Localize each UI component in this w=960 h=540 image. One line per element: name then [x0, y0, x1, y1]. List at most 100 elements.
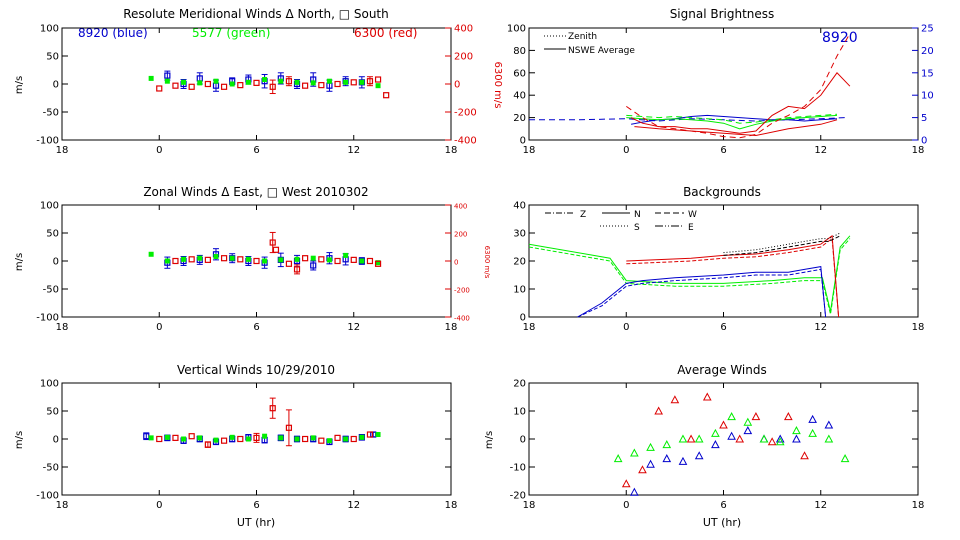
zonal-point-red — [188, 256, 195, 263]
merid-point-red — [302, 82, 309, 89]
avg-point-blue — [808, 414, 817, 423]
signal-ytick-label: 0 — [520, 136, 526, 147]
vert-point-red — [156, 435, 163, 443]
vert-point-red — [334, 434, 341, 441]
avg-point-red — [621, 479, 631, 488]
zonal-point-blue — [310, 262, 317, 269]
avg-plot — [613, 392, 850, 496]
vert-point-green — [197, 435, 203, 441]
vert-plot — [143, 397, 381, 448]
vert-xtick-label: 18 — [445, 500, 458, 511]
merid-ytick-label: -100 — [36, 136, 59, 147]
avg-xlabel: UT (hr) — [703, 516, 741, 529]
avg-ytick-label: 20 — [513, 379, 526, 390]
vert-xtick-label: 6 — [253, 500, 259, 511]
merid-point-blue — [164, 72, 171, 79]
avg-ytick-label: 10 — [513, 407, 526, 418]
merid-title: Resolute Meridional Winds Δ North, □ Sou… — [123, 7, 389, 21]
merid-legend-blue: 8920 (blue) — [78, 26, 148, 40]
avg-point-green — [743, 417, 753, 426]
zonal-ytick-label: -50 — [43, 285, 59, 296]
zonal-point-green — [278, 257, 284, 263]
avg-point-red — [702, 392, 712, 401]
bkg-series-black-zenith — [723, 232, 841, 254]
signal-ytick-label: 60 — [513, 68, 526, 79]
avg-point-red — [751, 412, 761, 421]
merid-point-red — [204, 80, 211, 88]
merid-point-red — [366, 78, 374, 85]
zonal-xtick-label: 18 — [56, 322, 69, 333]
merid-y2tick-label: -200 — [454, 108, 477, 119]
bkg-ytick-label: 40 — [513, 201, 526, 212]
zonal-point-green — [181, 256, 187, 262]
vert-point-green — [375, 432, 381, 438]
avg-point-red — [735, 434, 745, 443]
merid-point-red — [383, 92, 390, 99]
merid-point-red — [334, 80, 341, 88]
bkg-title: Backgrounds — [683, 185, 761, 199]
merid-point-green — [310, 80, 316, 86]
zonal-point-red — [269, 239, 276, 246]
merid-point-red — [269, 83, 276, 90]
avg-point-green — [646, 442, 655, 451]
vert-point-green — [359, 434, 365, 440]
signal-xtick-label: 0 — [623, 145, 629, 156]
vert-point-green — [229, 434, 235, 440]
bkg-xtick-label: 6 — [720, 322, 726, 333]
avg-point-green — [678, 434, 688, 443]
vert-point-red — [172, 434, 179, 441]
avg-axes: 18 0 6 12 18 20 10 0 -10 -20 — [510, 379, 925, 512]
avg-xtick-label: 12 — [814, 500, 827, 511]
bkg-legend-w: W — [688, 210, 697, 220]
avg-point-red — [638, 465, 647, 474]
vert-point-green — [278, 435, 284, 441]
signal-series-green-avg — [626, 114, 838, 130]
bkg-xtick-label: 0 — [623, 322, 629, 333]
merid-legend-green: 5577 (green) — [192, 26, 270, 40]
zonal-point-red — [366, 257, 374, 265]
zonal-point-green — [375, 260, 381, 266]
signal-ytick-label: 40 — [513, 91, 526, 102]
signal-legend-zenith: Zenith — [568, 32, 597, 42]
zonal-y2tick-label: -400 — [454, 315, 470, 323]
avg-point-green — [694, 434, 704, 443]
bkg-series-shadow — [626, 237, 840, 318]
zonal-point-red — [318, 256, 325, 263]
merid-ylabel: m/s — [14, 76, 25, 94]
avg-point-blue — [727, 431, 736, 440]
bkg-legend-s: S — [634, 223, 640, 233]
zonal-point-green — [310, 255, 316, 261]
merid-point-red — [318, 82, 325, 89]
merid-xtick-label: 18 — [56, 145, 69, 156]
signal-series-red-secondary — [634, 119, 838, 137]
merid-point-green — [343, 79, 349, 85]
zonal-xtick-label: 12 — [347, 322, 360, 333]
avg-point-green — [727, 412, 736, 421]
vert-xtick-label: 12 — [347, 500, 360, 511]
vert-point-green — [310, 435, 316, 441]
merid-xtick-label: 6 — [253, 145, 259, 156]
avg-ytick-label: -10 — [510, 463, 526, 474]
zonal-point-green — [294, 256, 300, 262]
avg-point-green — [775, 437, 785, 446]
merid-ytick-label: 100 — [40, 24, 59, 35]
merid-ytick-label: 50 — [46, 52, 59, 63]
avg-ytick-label: 0 — [520, 435, 526, 446]
avg-point-red — [783, 412, 793, 421]
vert-point-green — [213, 437, 219, 443]
merid-legend-red: 6300 (red) — [354, 26, 417, 40]
merid-y2label: 6300 m/s — [492, 62, 503, 109]
merid-point-green — [326, 78, 332, 84]
bkg-ytick-label: 10 — [513, 285, 526, 296]
bkg-series-blue — [577, 266, 827, 318]
vert-ytick-label: 0 — [53, 435, 59, 446]
vert-point-red — [285, 424, 293, 431]
bkg-plot — [528, 232, 851, 318]
merid-point-red — [350, 79, 357, 86]
vert-point-green — [343, 436, 349, 442]
merid-point-red — [156, 85, 163, 92]
merid-y2tick-label: 0 — [454, 80, 460, 91]
zonal-point-green — [262, 258, 268, 264]
